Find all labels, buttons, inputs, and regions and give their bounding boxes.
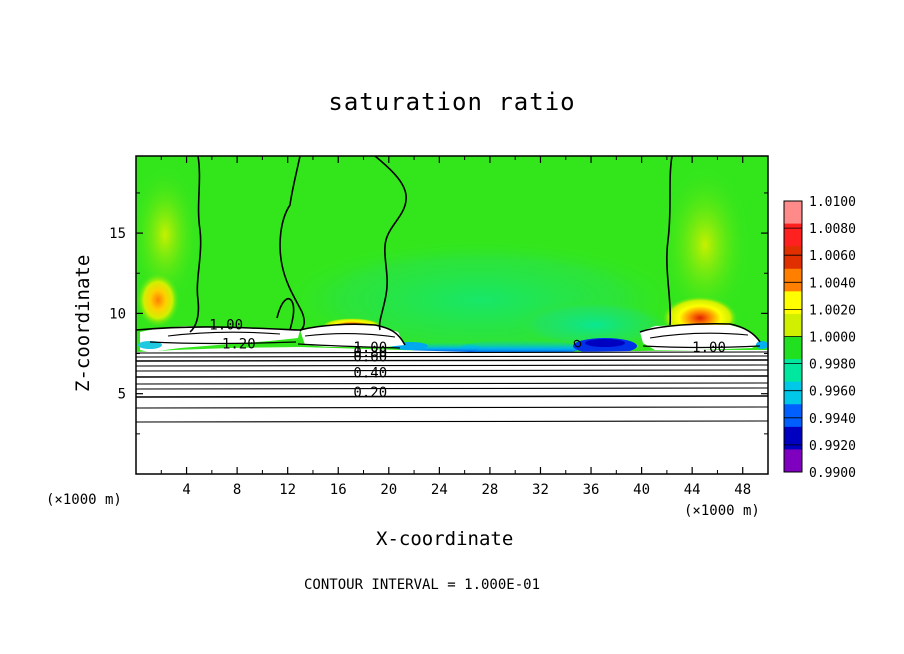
contour-label: 1.00	[692, 340, 726, 356]
colorbar-segment	[784, 426, 802, 450]
heatmap-field	[136, 156, 768, 474]
colorbar-segment	[784, 359, 802, 383]
y-tick-label: 15	[109, 226, 126, 242]
z-unit-label: (×1000 m)	[46, 492, 122, 508]
x-tick-label: 32	[532, 482, 549, 498]
colorbar-label: 1.0080	[809, 222, 856, 237]
colorbar-segment	[784, 223, 802, 247]
contour-label-layer: 1.001.20 1.000.800.600.400.201.00	[209, 317, 726, 401]
contour-label: 0.80	[353, 345, 387, 361]
chart-title: saturation ratio	[328, 88, 576, 116]
colorbar-segment	[784, 381, 802, 405]
x-tick-label: 16	[330, 482, 347, 498]
x-tick-label: 4	[182, 482, 190, 498]
y-tick-label: 10	[109, 306, 126, 322]
x-tick-label: 8	[233, 482, 241, 498]
colorbar-label: 0.9900	[809, 466, 856, 481]
colorbar-segment	[784, 449, 802, 473]
x-axis-label: X-coordinate	[376, 528, 514, 550]
colorbar-segment	[784, 291, 802, 315]
colorbar-segment	[784, 404, 802, 428]
contour-lines	[135, 155, 761, 349]
colorbar-label: 1.0040	[809, 276, 856, 291]
x-unit-label: (×1000 m)	[684, 503, 760, 519]
contour-label: 1.20	[222, 337, 256, 353]
y-axis-label: Z-coordinate	[72, 254, 94, 392]
x-tick-label: 36	[583, 482, 600, 498]
x-tick-label: 48	[734, 482, 751, 498]
colorbar: 1.0100 1.0080 1.0060 1.0040 1.0020 1.0000 0.99…	[783, 195, 856, 481]
x-tick-label: 44	[684, 482, 701, 498]
colorbar-label: 1.0020	[809, 303, 856, 318]
colorbar-segment	[784, 268, 802, 292]
colorbar-label: 0.9980	[809, 358, 856, 373]
contour-label: 1.00	[353, 340, 387, 356]
colorbar-label: 1.0060	[809, 249, 856, 264]
contour-label: 0.40	[353, 366, 387, 382]
y-tick-label: 5	[118, 387, 126, 403]
contour-label: 0.20	[353, 385, 387, 401]
x-tick-label: 40	[633, 482, 650, 498]
x-tick-label: 20	[380, 482, 397, 498]
x-tick-label: 24	[431, 482, 448, 498]
x-tick-label: 12	[279, 482, 296, 498]
contour-label: 0.60	[353, 350, 387, 366]
colorbar-label: 0.9940	[809, 412, 856, 427]
plot-frame	[135, 155, 769, 475]
x-axis: 4 8 12 16 20 24 28 32 36 40 44 48	[160, 156, 751, 498]
colorbar-segment	[784, 201, 802, 225]
y-axis: 5 10 15	[109, 192, 768, 435]
colorbar-label: 1.0100	[809, 195, 856, 210]
colorbar-label: 0.9960	[809, 385, 856, 400]
contour-interval-note: CONTOUR INTERVAL = 1.000E-01	[304, 577, 541, 593]
colorbar-segment	[784, 336, 802, 360]
horizontal-contours	[135, 351, 769, 423]
colorbar-label: 1.0000	[809, 331, 856, 346]
colorbar-segment	[784, 313, 802, 337]
x-tick-label: 28	[481, 482, 498, 498]
colorbar-segment	[784, 246, 802, 270]
contour-label: 1.00	[209, 317, 243, 333]
colorbar-label: 0.9920	[809, 439, 856, 454]
